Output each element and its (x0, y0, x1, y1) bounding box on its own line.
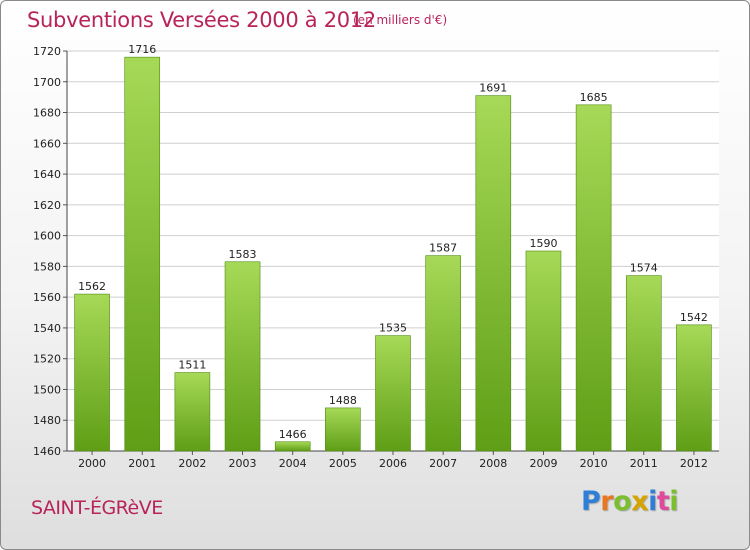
y-tick-label: 1680 (33, 107, 61, 120)
bar (174, 372, 211, 452)
y-tick-label: 1620 (33, 199, 61, 212)
bar (575, 104, 612, 452)
y-tick-label: 1720 (33, 45, 61, 58)
y-tick-label: 1660 (33, 137, 61, 150)
proxiti-logo: Proxiti (581, 486, 679, 517)
x-tick-label: 2006 (379, 457, 407, 470)
commune-name: SAINT-ÉGRèVE (31, 497, 163, 519)
logo-letter: P (581, 486, 601, 517)
x-tick-label: 2008 (479, 457, 507, 470)
bar (224, 261, 261, 452)
x-tick-label: 2005 (329, 457, 357, 470)
x-tick-label: 2011 (630, 457, 658, 470)
logo-letter: i (648, 486, 657, 517)
logo-letter: t (656, 486, 670, 517)
y-tick-label: 1640 (33, 168, 61, 181)
bar (325, 407, 361, 452)
x-tick-label: 2010 (580, 457, 608, 470)
logo-letter: o (613, 486, 632, 517)
bar (525, 250, 562, 452)
logo-letter: r (600, 486, 614, 517)
bar (124, 56, 161, 452)
bar-value-label: 1466 (279, 428, 307, 441)
x-tick-label: 2001 (128, 457, 156, 470)
x-tick-label: 2000 (78, 457, 106, 470)
bar-value-label: 1587 (429, 242, 457, 255)
x-tick-label: 2003 (229, 457, 257, 470)
chart-unit: (en milliers d'€) (353, 13, 448, 27)
bar-value-label: 1590 (529, 237, 557, 250)
x-tick-label: 2002 (178, 457, 206, 470)
y-tick-label: 1540 (33, 322, 61, 335)
x-tick-label: 2009 (529, 457, 557, 470)
bar-value-label: 1583 (229, 248, 257, 261)
x-tick-label: 2012 (680, 457, 708, 470)
bar (274, 441, 311, 452)
bar (625, 275, 662, 452)
bar (676, 324, 712, 452)
y-tick-label: 1600 (33, 230, 61, 243)
y-tick-label: 1480 (33, 414, 61, 427)
y-tick-label: 1580 (33, 260, 61, 273)
x-tick-label: 2004 (279, 457, 307, 470)
bar (74, 293, 110, 452)
y-tick-label: 1560 (33, 291, 61, 304)
bar-value-label: 1574 (630, 262, 658, 275)
bar-value-label: 1488 (329, 394, 357, 407)
logo-letter: x (631, 486, 649, 517)
bar (425, 255, 461, 452)
bar-value-label: 1691 (479, 82, 507, 95)
y-tick-label: 1460 (33, 445, 61, 458)
bar-value-label: 1542 (680, 311, 708, 324)
bar-value-label: 1716 (128, 43, 156, 56)
y-tick-label: 1700 (33, 76, 61, 89)
y-tick-label: 1520 (33, 353, 61, 366)
y-tick-label: 1500 (33, 383, 61, 396)
x-tick-label: 2007 (429, 457, 457, 470)
logo-letter: i (669, 486, 679, 517)
chart-title: Subventions Versées 2000 à 2012 (27, 8, 376, 32)
bar (475, 95, 512, 452)
bar-value-label: 1685 (580, 91, 608, 104)
bar (375, 335, 411, 452)
bar-value-label: 1535 (379, 322, 407, 335)
bar-value-label: 1511 (178, 359, 206, 372)
bar-value-label: 1562 (78, 280, 106, 293)
